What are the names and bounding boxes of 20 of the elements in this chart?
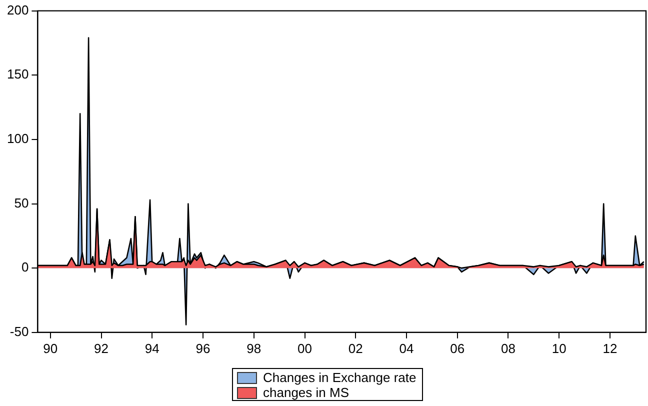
x-tick-label: 02 — [348, 340, 363, 356]
x-tick-label: 94 — [144, 340, 160, 356]
x-tick-label: 98 — [246, 340, 262, 356]
x-tick-label: 08 — [500, 340, 516, 356]
y-tick-label: 200 — [6, 2, 29, 18]
x-tick-label: 90 — [43, 340, 58, 356]
y-tick-label: 100 — [6, 131, 29, 146]
x-tick-label: 12 — [602, 340, 618, 356]
x-tick-label: 10 — [552, 340, 566, 356]
legend-label: Changes in Exchange rate — [263, 370, 416, 385]
x-tick-label: 92 — [94, 340, 109, 356]
x-tick-label: 06 — [450, 340, 465, 356]
y-tick-label: 50 — [14, 195, 29, 210]
x-tick-label: 96 — [196, 340, 210, 356]
y-tick-label: 0 — [21, 260, 29, 275]
legend-label: changes in MS — [263, 385, 349, 400]
y-tick-label: 150 — [6, 66, 29, 82]
x-tick-label: 00 — [298, 340, 312, 356]
x-tick-label: 04 — [399, 340, 414, 356]
y-tick-label: -50 — [10, 324, 29, 339]
